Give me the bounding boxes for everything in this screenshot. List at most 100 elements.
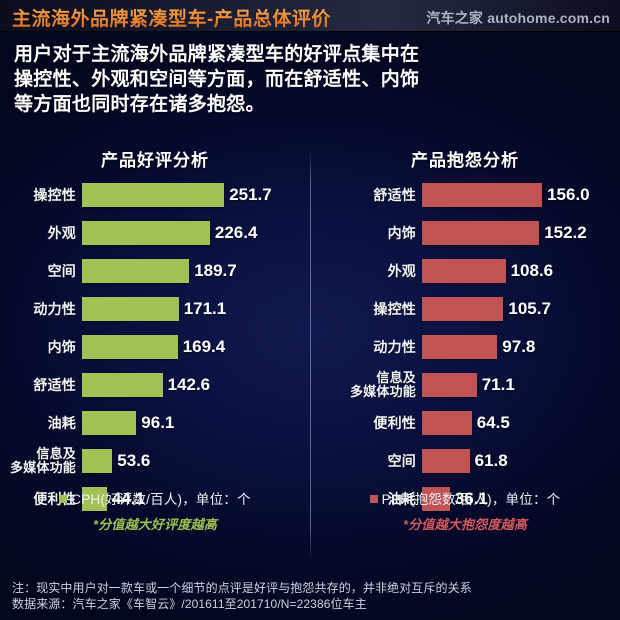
bar-row: 外观 226.4 (0, 214, 310, 252)
bar-row: 操控性 251.7 (0, 176, 310, 214)
praise-chart-title: 产品好评分析 (101, 151, 209, 170)
bar-value-label: 251.7 (229, 185, 272, 204)
praise-chart-panel: 产品好评分析 操控性 251.7 外观 226.4 空间 189.7 动力性 171.1 内饰 1… (0, 140, 310, 565)
bar (422, 487, 450, 511)
bar-row: 便利性 44.1 (0, 480, 310, 518)
complaint-bar-list: 舒适性 156.0 内饰 152.2 外观 108.6 操控性 105.7 动力性 97.8 信息及… (310, 176, 620, 518)
bar-row: 空间 61.8 (310, 442, 620, 480)
bar-row: 舒适性 156.0 (310, 176, 620, 214)
panel-divider (310, 150, 311, 560)
bar-category-label: 舒适性 (373, 186, 416, 203)
bar-row: 信息及 多媒体功能 53.6 (0, 442, 310, 480)
footnote-line-1: 注：现实中用户对一款车或一个细节的点评是好评与抱怨共存的，并非绝对互斥的关系 (12, 581, 472, 595)
bar-value-label: 36.1 (454, 489, 488, 508)
bar-category-label: 操控性 (33, 186, 76, 203)
bar-category-label: 信息及 多媒体功能 (349, 370, 416, 399)
site-watermark: 汽车之家 autohome.com.cn (426, 10, 610, 26)
bar-row: 油耗 36.1 (310, 480, 620, 518)
bar-row: 内饰 152.2 (310, 214, 620, 252)
bar-row: 信息及 多媒体功能 71.1 (310, 366, 620, 404)
subtitle-line-2: 操控性、外观和空间等方面，而在舒适性、内饰 (14, 69, 420, 90)
bar-category-label: 空间 (387, 452, 416, 469)
bar (82, 373, 163, 397)
praise-legend-label: CPH(好评数/百人)，单位：个 (71, 492, 251, 507)
bar-category-label: 便利性 (373, 414, 416, 431)
bar-category-label: 油耗 (47, 414, 76, 431)
complaint-legend-label: PPH(抱怨数/百人)，单位：个 (381, 492, 561, 507)
bar (422, 335, 498, 359)
bar-value-label: 169.4 (182, 337, 226, 356)
complaint-legend-swatch-icon (369, 495, 378, 503)
bar-category-label: 动力性 (33, 300, 76, 317)
footnote-line-2: 数据来源：汽车之家《车智云》/201611至201710/N=22386位车主 (12, 597, 367, 611)
bar-row: 操控性 105.7 (310, 290, 620, 328)
charts-region: 产品好评分析 操控性 251.7 外观 226.4 空间 189.7 动力性 171.1 内饰 1… (0, 140, 620, 565)
bar-value-label: 71.1 (481, 375, 515, 394)
bar (82, 297, 179, 321)
bar (422, 183, 543, 207)
bar-row: 便利性 64.5 (310, 404, 620, 442)
praise-legend-entry: CPH(好评数/百人)，单位：个 (59, 488, 251, 508)
bar (82, 411, 137, 435)
bar-category-label: 外观 (47, 224, 76, 241)
bar-value-label: 189.7 (194, 261, 237, 280)
subtitle-block: 用户对于主流海外品牌紧凑型车的好评点集中在 操控性、外观和空间等方面，而在舒适性… (14, 42, 610, 117)
bar (82, 487, 107, 511)
complaint-chart-panel: 产品抱怨分析 舒适性 156.0 内饰 152.2 外观 108.6 操控性 105.7 动力性… (310, 140, 620, 565)
bar-value-label: 171.1 (183, 299, 227, 318)
bar (82, 335, 178, 359)
complaint-chart-title: 产品抱怨分析 (411, 151, 519, 170)
bar (422, 297, 504, 321)
bar-row: 空间 189.7 (0, 252, 310, 290)
bar (422, 373, 477, 397)
page-title: 主流海外品牌紧凑型车-产品总体评价 (12, 4, 331, 31)
bar (422, 259, 506, 283)
bar-value-label: 44.1 (111, 489, 145, 508)
complaint-legend-entry: PPH(抱怨数/百人)，单位：个 (369, 488, 561, 508)
bar-category-label: 信息及 多媒体功能 (9, 446, 76, 475)
bar-row: 外观 108.6 (310, 252, 620, 290)
bar-value-label: 156.0 (547, 185, 590, 204)
bar-row: 动力性 97.8 (310, 328, 620, 366)
bar-category-label: 舒适性 (33, 376, 76, 393)
bar-value-label: 108.6 (510, 261, 554, 280)
bar (422, 449, 470, 473)
bar (82, 183, 225, 207)
bar-value-label: 152.2 (544, 223, 587, 242)
complaint-legend-note: *分值越大抱怨度越高 (402, 517, 528, 532)
bar-value-label: 64.5 (476, 413, 510, 432)
praise-bar-list: 操控性 251.7 外观 226.4 空间 189.7 动力性 171.1 内饰 169.4 舒适性… (0, 176, 310, 518)
complaint-legend: PPH(抱怨数/百人)，单位：个 *分值越大抱怨度越高 (310, 488, 620, 533)
praise-legend-swatch-icon (59, 495, 68, 503)
bar-value-label: 53.6 (117, 451, 151, 470)
bar (82, 221, 210, 245)
footnote-block: 注：现实中用户对一款车或一个细节的点评是好评与抱怨共存的，并非绝对互斥的关系 数… (12, 580, 612, 612)
bar-category-label: 外观 (387, 262, 416, 279)
bar-row: 舒适性 142.6 (0, 366, 310, 404)
subtitle-line-1: 用户对于主流海外品牌紧凑型车的好评点集中在 (14, 44, 420, 65)
bar (422, 221, 540, 245)
bar-value-label: 61.8 (474, 451, 508, 470)
bar-category-label: 动力性 (373, 338, 416, 355)
bar-category-label: 内饰 (47, 338, 76, 355)
bar-value-label: 97.8 (502, 337, 536, 356)
bar-category-label: 操控性 (373, 300, 416, 317)
bar (422, 411, 472, 435)
bar-row: 内饰 169.4 (0, 328, 310, 366)
bar-row: 动力性 171.1 (0, 290, 310, 328)
bar-value-label: 105.7 (508, 299, 551, 318)
bar-value-label: 96.1 (141, 413, 175, 432)
subtitle-line-3: 等方面也同时存在诸多抱怨。 (14, 94, 265, 115)
bar-category-label: 空间 (47, 262, 76, 279)
praise-legend-note: *分值越大好评度越高 (92, 517, 218, 532)
bar-category-label: 油耗 (387, 490, 416, 507)
bar-category-label: 内饰 (387, 224, 416, 241)
bar-value-label: 226.4 (214, 223, 258, 242)
bar (82, 259, 190, 283)
bar-value-label: 142.6 (167, 375, 211, 394)
bar (82, 449, 113, 473)
header-bar: 主流海外品牌紧凑型车-产品总体评价 汽车之家 autohome.com.cn (0, 0, 620, 32)
praise-legend: CPH(好评数/百人)，单位：个 *分值越大好评度越高 (0, 488, 310, 533)
bar-row: 油耗 96.1 (0, 404, 310, 442)
